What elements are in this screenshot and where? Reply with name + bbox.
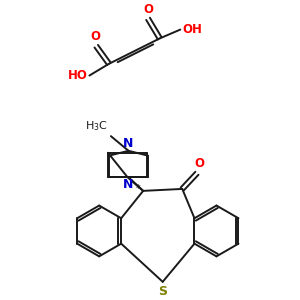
Text: H$_3$C: H$_3$C <box>85 119 108 133</box>
Text: N: N <box>123 137 134 150</box>
Text: S: S <box>158 285 167 298</box>
Text: *: * <box>136 184 141 194</box>
Text: N: N <box>123 178 134 191</box>
Text: OH: OH <box>182 23 202 36</box>
Text: O: O <box>90 30 100 43</box>
Text: O: O <box>143 3 153 16</box>
Text: HO: HO <box>68 69 87 82</box>
Text: O: O <box>194 157 204 170</box>
